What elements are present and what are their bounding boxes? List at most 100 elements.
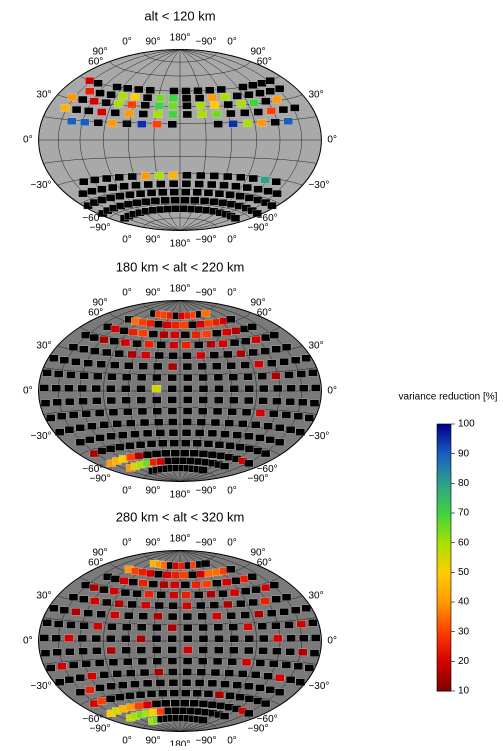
cell — [190, 197, 199, 204]
colorbar-tick-label: 60 — [458, 537, 470, 548]
cell — [261, 700, 270, 707]
cell — [152, 396, 161, 403]
lon-label: 180° — [170, 239, 191, 250]
cell — [182, 172, 191, 179]
cell — [170, 189, 179, 196]
colorbar-tick-label: 100 — [458, 419, 475, 430]
cell — [291, 357, 300, 364]
cell — [190, 700, 199, 707]
cell — [222, 579, 231, 586]
cell — [171, 322, 180, 329]
cell — [102, 599, 111, 606]
lat-label: 60° — [88, 307, 103, 318]
cell — [258, 623, 267, 630]
cell — [218, 340, 227, 347]
cell — [244, 433, 253, 440]
cell — [273, 635, 282, 642]
cell — [275, 689, 284, 696]
cell — [182, 352, 191, 359]
cell — [124, 612, 133, 619]
cell — [147, 690, 156, 697]
colorbar-tick-label: 30 — [458, 626, 470, 637]
cell — [126, 420, 135, 427]
cell — [219, 199, 228, 206]
cell — [115, 350, 124, 357]
lat-label: −30° — [308, 681, 329, 692]
cell — [229, 120, 238, 127]
cell — [215, 691, 224, 698]
cell — [236, 444, 245, 451]
cell — [199, 646, 208, 653]
cell — [183, 396, 192, 403]
cell — [69, 344, 78, 351]
cell — [275, 439, 284, 446]
cell — [180, 450, 189, 457]
cell — [208, 451, 217, 458]
cell — [261, 98, 270, 105]
cell — [210, 352, 219, 359]
lat-label: −30° — [308, 180, 329, 191]
cell — [143, 701, 152, 708]
cell — [107, 623, 116, 630]
lat-label: 0° — [23, 386, 33, 397]
cell — [134, 452, 143, 459]
cell — [223, 351, 232, 358]
cell — [122, 120, 131, 127]
cell — [153, 121, 162, 128]
cell — [212, 363, 221, 370]
cell — [113, 420, 122, 427]
cell — [217, 452, 226, 459]
cell — [218, 590, 227, 597]
cell — [141, 602, 150, 609]
cell — [287, 385, 296, 392]
cell — [139, 580, 148, 587]
cell — [266, 686, 275, 693]
cell — [123, 658, 132, 665]
cell — [275, 85, 284, 92]
cell — [229, 374, 238, 381]
cell — [79, 346, 88, 353]
cell — [123, 85, 132, 92]
cell — [95, 659, 104, 666]
cell — [243, 184, 252, 191]
lon-label: 180° — [170, 33, 191, 44]
cell — [90, 348, 99, 355]
cell — [107, 647, 116, 654]
cell — [138, 658, 147, 665]
lat-label: −90° — [90, 474, 111, 485]
lat-label: −90° — [90, 724, 111, 735]
cell — [108, 120, 117, 127]
cell — [264, 673, 273, 680]
cell — [43, 619, 52, 626]
cell — [241, 588, 250, 595]
cell — [217, 702, 226, 709]
cell — [121, 339, 130, 346]
cell — [111, 575, 120, 582]
cell — [106, 385, 115, 392]
cell — [90, 334, 99, 341]
cell — [211, 669, 220, 676]
cell — [254, 109, 263, 116]
cell — [169, 592, 178, 599]
cell — [78, 385, 87, 392]
cell — [233, 92, 242, 99]
cell — [244, 710, 253, 717]
cell — [272, 596, 281, 603]
cell — [92, 635, 101, 642]
lat-label: −90° — [90, 223, 111, 234]
cell — [87, 423, 96, 430]
cell — [182, 95, 191, 102]
cell — [111, 109, 120, 116]
cell — [233, 682, 242, 689]
cell — [226, 692, 235, 699]
cell — [57, 663, 66, 670]
cell — [198, 363, 207, 370]
cell — [114, 100, 123, 107]
lon-label: −90° — [196, 538, 217, 549]
colorbar-tick-label: 80 — [458, 478, 470, 489]
cell — [65, 648, 74, 655]
cell — [143, 451, 152, 458]
cell — [249, 349, 258, 356]
lon-label: 0° — [122, 37, 132, 48]
cell — [222, 329, 231, 336]
